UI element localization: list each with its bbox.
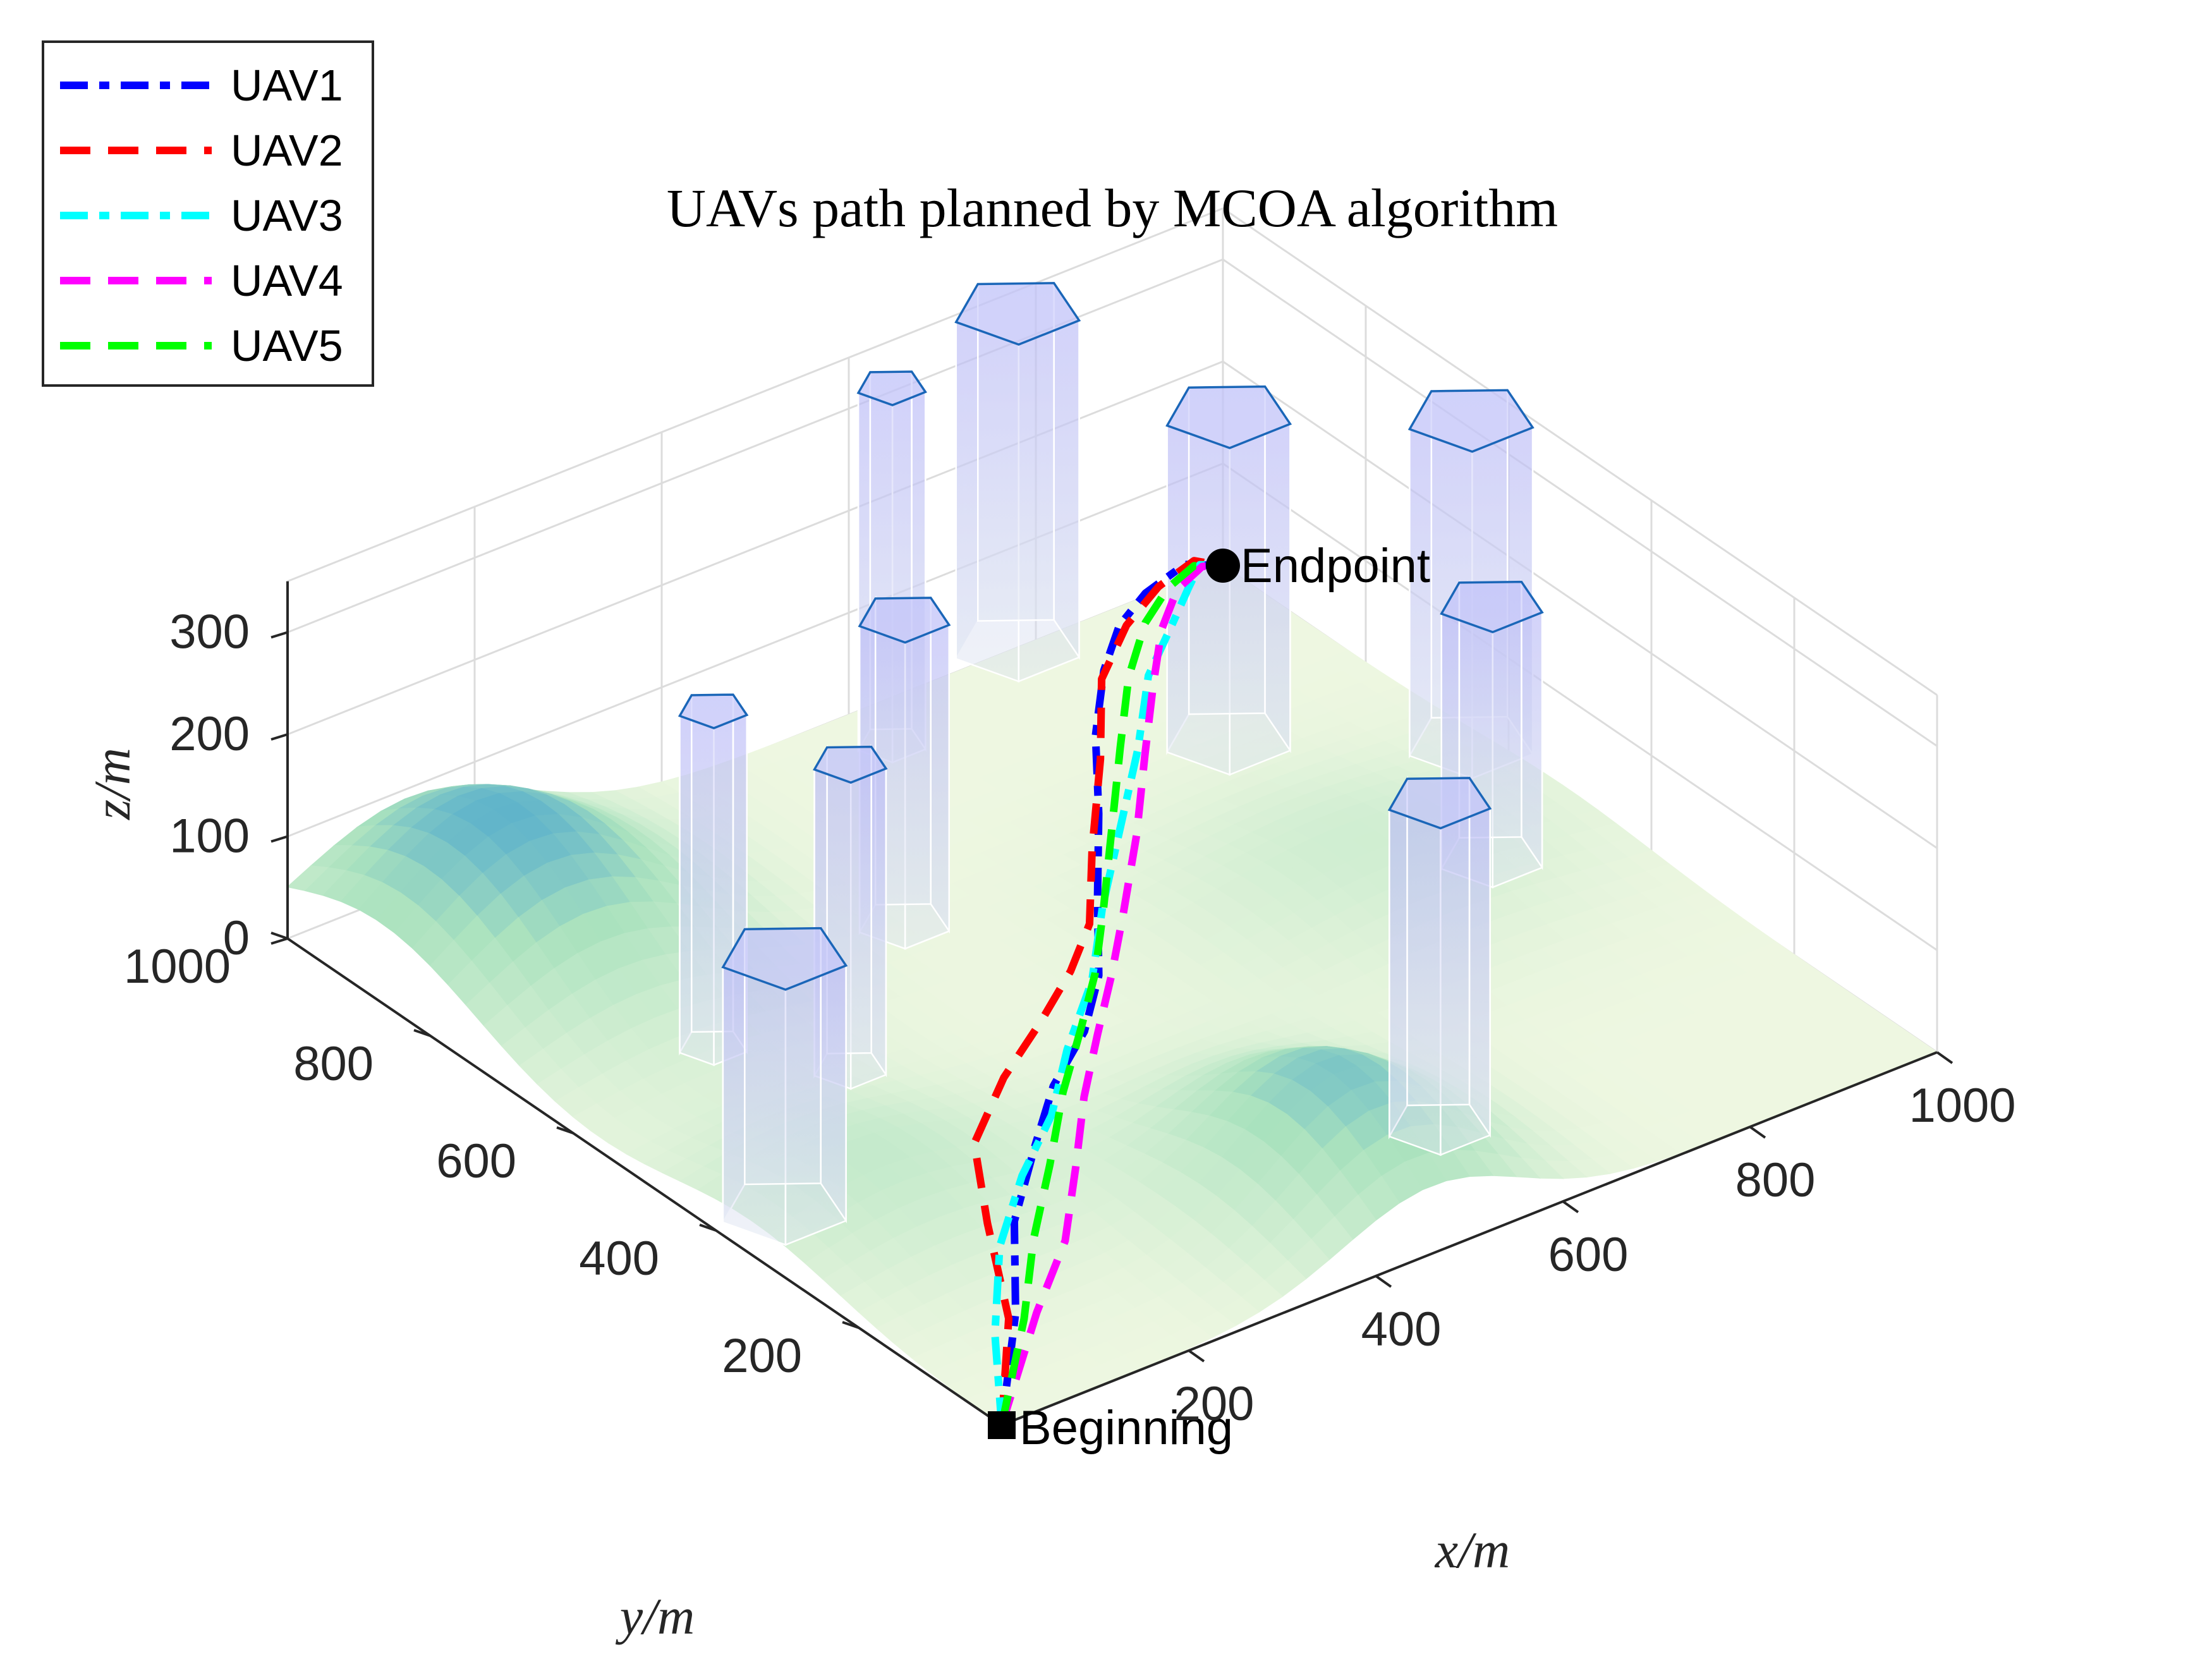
x-tick-label: 200 — [1174, 1377, 1255, 1431]
obstacle-top — [678, 693, 749, 730]
obstacle-top — [1440, 580, 1544, 634]
legend: UAV1 UAV2 UAV3 UAV4 UAV5 — [42, 40, 374, 387]
legend-item: UAV4 — [60, 256, 343, 305]
y-tick-label: 600 — [436, 1134, 516, 1188]
uav-path-uav5 — [998, 562, 1224, 1426]
y-axis-line — [286, 937, 1003, 1426]
terrain-surface — [286, 565, 1938, 1426]
obstacle-prism — [678, 691, 749, 1066]
start-end-markers: Beginning Endpoint — [988, 539, 1430, 1455]
obstacles — [678, 280, 1544, 1246]
y-tick-label: 800 — [293, 1037, 374, 1091]
endpoint-marker — [1206, 549, 1240, 583]
y-tick — [699, 1224, 717, 1232]
obstacle-top — [1407, 389, 1534, 453]
uav-path-uav4 — [998, 562, 1224, 1426]
axes — [270, 581, 1954, 1426]
z-tick-label: 300 — [169, 605, 250, 659]
y-tick-label: 400 — [579, 1232, 659, 1285]
grid-line — [287, 258, 1938, 747]
obstacle-prism — [1165, 384, 1292, 776]
z-axis-label: z/m — [83, 748, 141, 820]
obstacle-prism — [721, 925, 848, 1246]
x-tick-label: 800 — [1735, 1153, 1816, 1207]
y-tick — [413, 1029, 431, 1037]
grid-line — [287, 360, 1938, 849]
x-tick-label: 1000 — [1909, 1079, 2015, 1133]
obstacle-face — [930, 595, 951, 934]
z-tick — [270, 733, 288, 741]
y-tick — [270, 932, 288, 940]
x-tick — [1188, 1349, 1205, 1363]
y-tick-label: 200 — [722, 1329, 802, 1383]
obstacle-prism — [1440, 579, 1544, 889]
legend-label: UAV1 — [231, 61, 343, 110]
x-tick — [1936, 1051, 1954, 1064]
z-tick — [270, 835, 288, 843]
beginning-marker — [988, 1411, 1016, 1439]
obstacle-top — [1387, 777, 1492, 830]
x-axis-label: x/m — [1435, 1521, 1510, 1579]
x-tick — [1375, 1275, 1392, 1288]
obstacle-top — [721, 927, 848, 991]
legend-label: UAV5 — [231, 321, 343, 370]
legend-item: UAV1 — [60, 61, 343, 110]
obstacle-face — [1521, 579, 1543, 870]
obstacle-top — [954, 282, 1081, 346]
obstacle-face — [870, 744, 887, 1078]
x-axis-line — [1001, 1051, 1938, 1426]
uav-paths — [970, 557, 1224, 1426]
x-tick-label: 600 — [1548, 1228, 1629, 1282]
y-tick — [556, 1126, 574, 1134]
z-tick — [270, 631, 288, 639]
x-tick-label: 400 — [1361, 1303, 1442, 1356]
z-tick-label: 200 — [169, 707, 250, 761]
z-tick-label: 0 — [223, 911, 250, 965]
y-tick — [842, 1321, 860, 1329]
legend-item: UAV5 — [60, 321, 343, 370]
uav-path-uav1 — [998, 561, 1224, 1426]
legend-item: UAV3 — [60, 191, 343, 240]
y-tick-label: 1000 — [124, 940, 231, 994]
y-axis-label: y/m — [616, 1588, 695, 1645]
obstacle-top — [856, 370, 927, 406]
beginning-label: Beginning — [1019, 1401, 1233, 1455]
legend-label: UAV2 — [231, 126, 343, 175]
x-tick — [1749, 1126, 1766, 1139]
z-tick-label: 100 — [169, 810, 250, 863]
obstacle-face — [1053, 280, 1080, 660]
legend-label: UAV4 — [231, 256, 343, 305]
uav-path-uav3 — [991, 561, 1224, 1426]
obstacle-top — [813, 745, 888, 784]
obstacle-prism — [954, 280, 1081, 683]
x-tick — [1562, 1200, 1579, 1213]
obstacle-top — [858, 597, 951, 644]
tick-labels: 2004006008001000200400600800100001002003… — [124, 605, 2016, 1431]
legend-item: UAV2 — [60, 126, 343, 175]
chart-title: UAVs path planned by MCOA algorithm — [667, 178, 1558, 238]
grid-line — [287, 207, 1938, 696]
uav-path-uav2 — [970, 557, 1224, 1426]
z-tick — [270, 937, 288, 945]
legend-label: UAV3 — [231, 191, 343, 240]
obstacle-face — [1468, 775, 1491, 1138]
obstacle-prism — [1387, 775, 1492, 1157]
obstacle-top — [1165, 385, 1292, 449]
endpoint-label: Endpoint — [1241, 539, 1430, 593]
